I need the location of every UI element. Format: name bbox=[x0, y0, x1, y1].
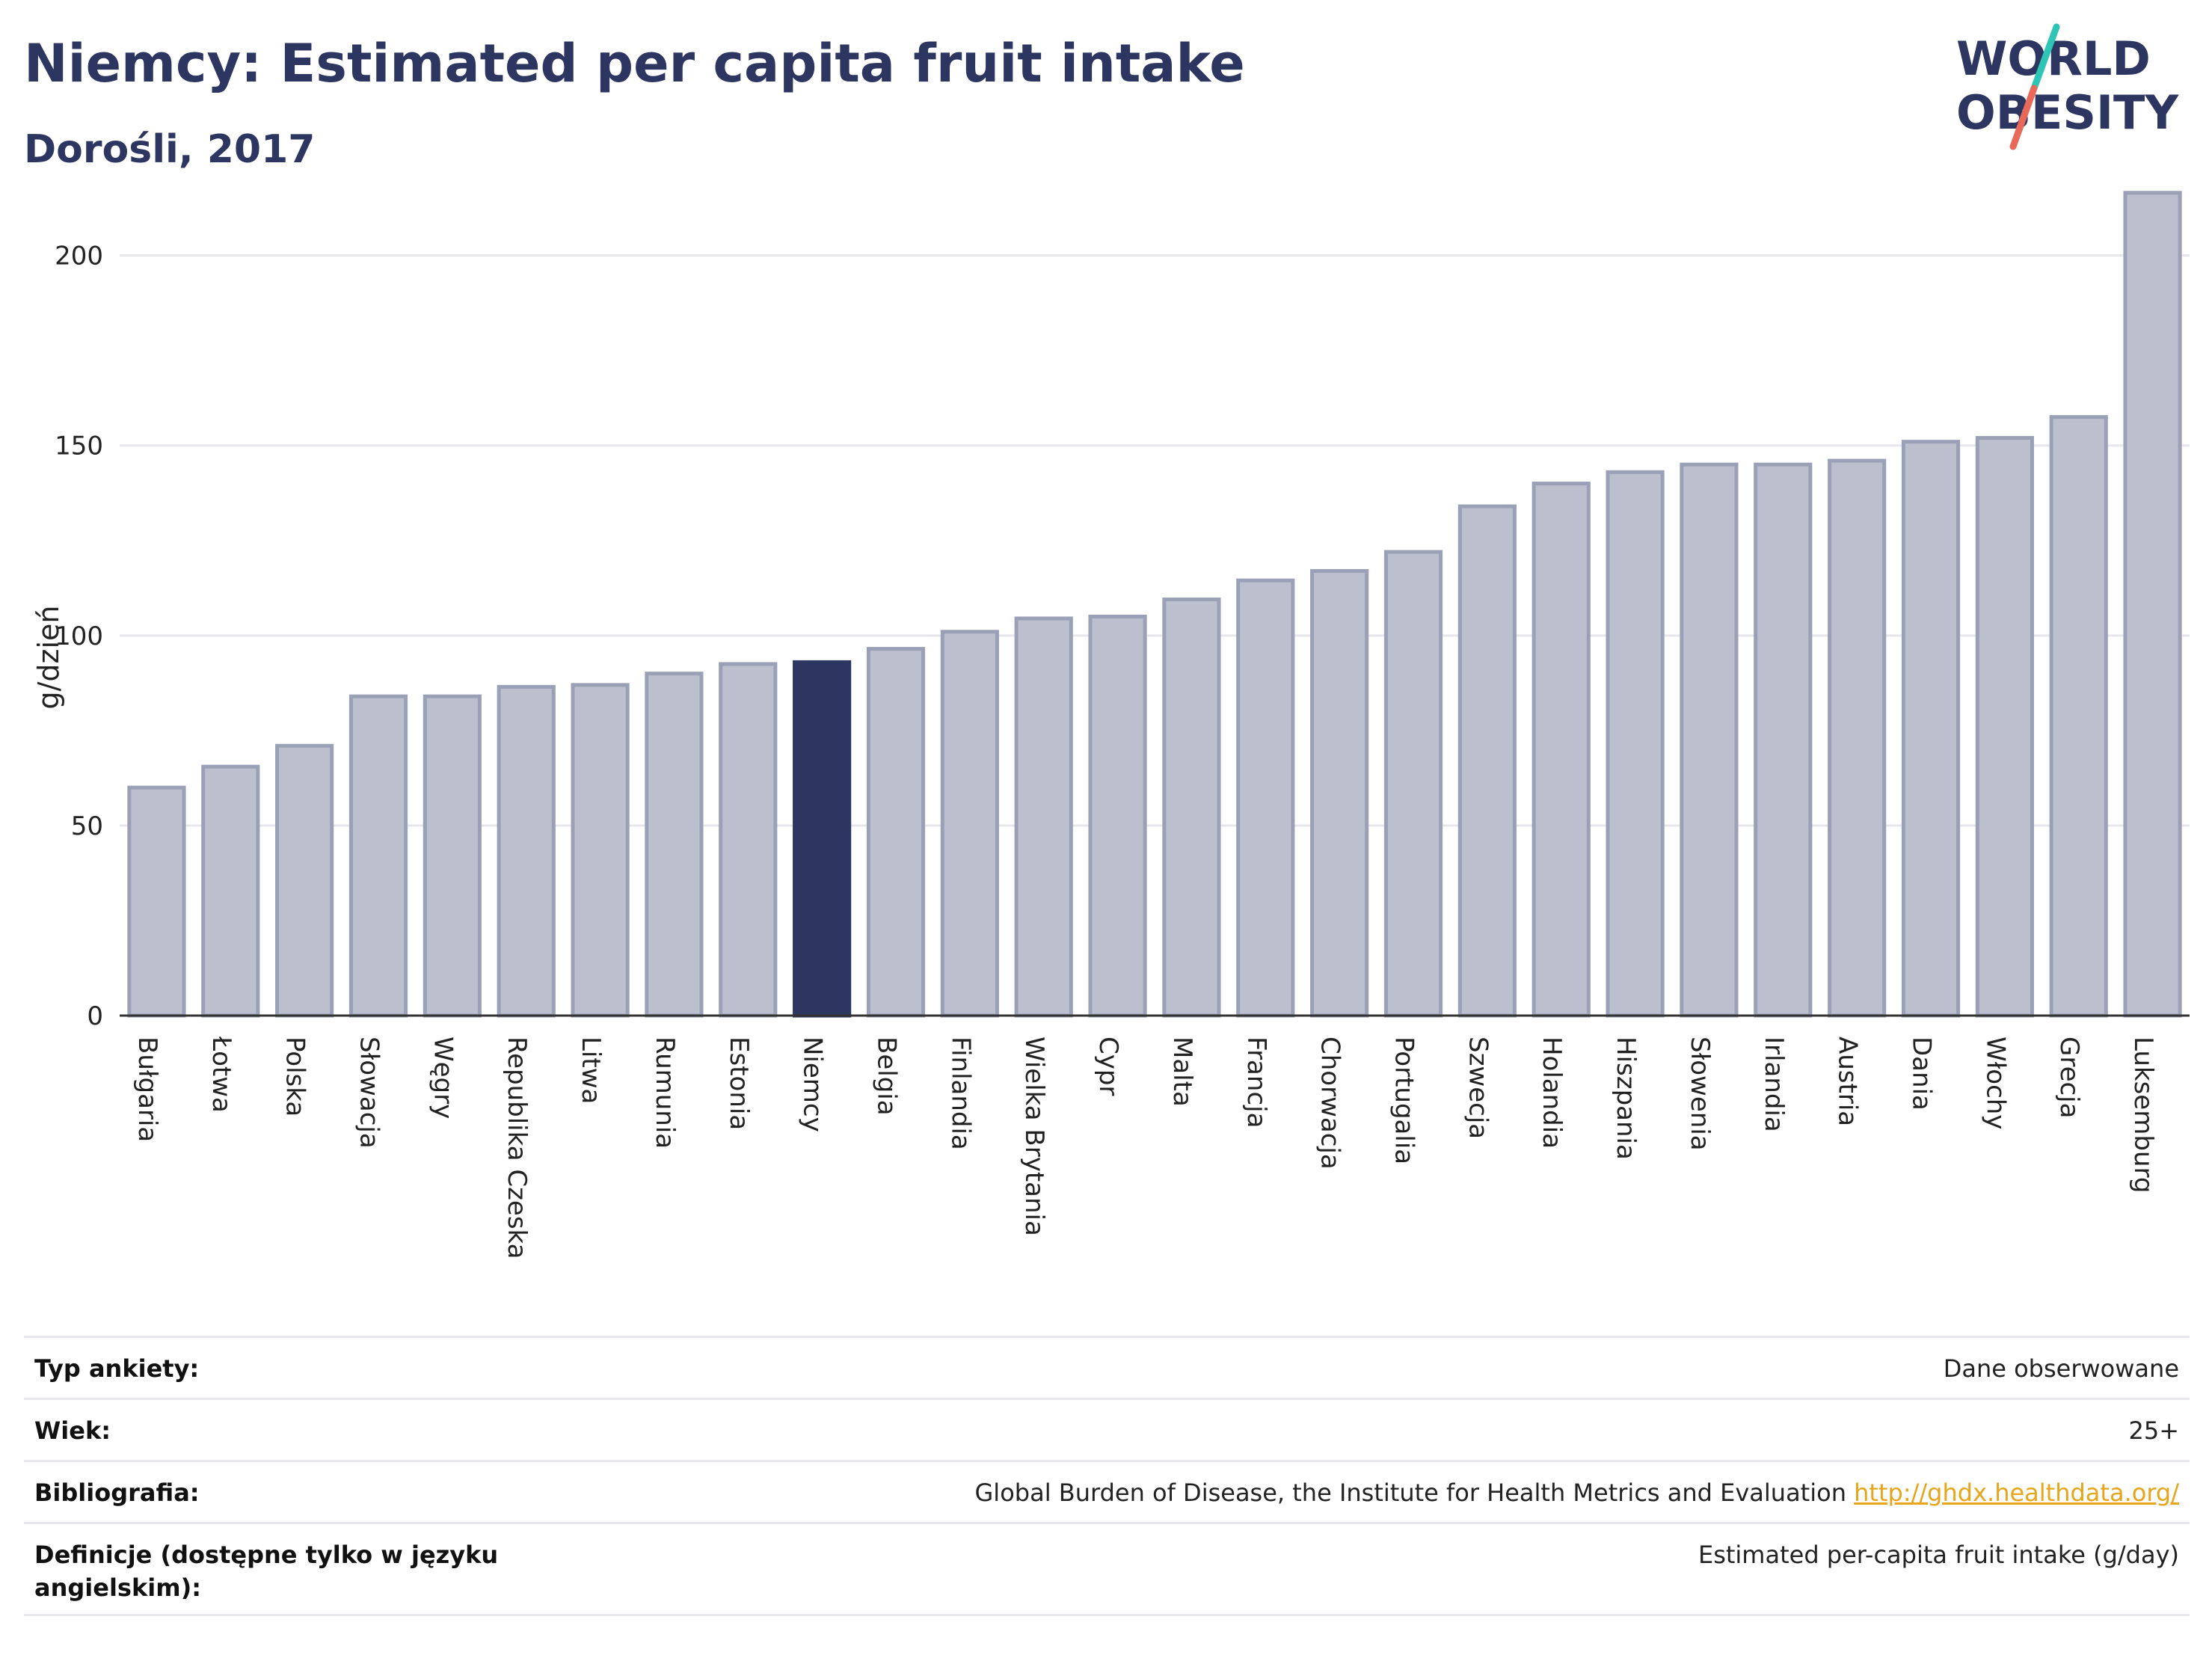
y-tick-label: 200 bbox=[55, 242, 103, 271]
bar bbox=[1754, 462, 1813, 1018]
info-label: Bibliografia: bbox=[34, 1479, 200, 1507]
y-tick-label: 50 bbox=[71, 811, 103, 841]
bar bbox=[1457, 504, 1517, 1018]
bar bbox=[793, 660, 852, 1018]
bar bbox=[201, 764, 260, 1018]
bar bbox=[1236, 578, 1295, 1018]
x-tick-label: Słowacja bbox=[354, 1037, 384, 1149]
x-tick-label: Republika Czeska bbox=[502, 1037, 532, 1259]
logo-slash-teal bbox=[2030, 23, 2060, 92]
x-tick-label: Cypr bbox=[1093, 1037, 1123, 1096]
x-tick-label: Łotwa bbox=[206, 1036, 236, 1113]
info-value: Dane obserwowane bbox=[1943, 1354, 2179, 1383]
bibliography-text: Global Burden of Disease, the Institute … bbox=[974, 1479, 1846, 1507]
x-tick-label: Litwa bbox=[576, 1037, 606, 1104]
x-tick-label: Polska bbox=[280, 1037, 310, 1117]
x-tick-label: Słowenia bbox=[1685, 1037, 1715, 1151]
bar bbox=[866, 647, 926, 1018]
info-row-survey-type: Typ ankiety: Dane obserwowane bbox=[24, 1336, 2190, 1398]
bar-chart: 0 50 100 150 200 g/dzień Bułgaria Łotwa Polska Sł… bbox=[32, 191, 2190, 1259]
bar bbox=[1680, 462, 1739, 1018]
bar bbox=[645, 672, 704, 1018]
info-value: Global Burden of Disease, the Institute … bbox=[975, 1476, 2180, 1509]
x-tick-label: Rumunia bbox=[650, 1037, 680, 1149]
x-tick-label: Austria bbox=[1833, 1037, 1863, 1126]
x-tick-label: Szwecja bbox=[1463, 1037, 1493, 1139]
x-tick-label: Dania bbox=[1907, 1037, 1937, 1111]
x-tick-label: Bułgaria bbox=[132, 1037, 162, 1142]
world-obesity-logo: WORLD OBESITY bbox=[1956, 23, 2179, 150]
x-tick-label: Finlandia bbox=[945, 1037, 975, 1150]
y-axis-label: g/dzień bbox=[32, 605, 65, 709]
bar bbox=[1310, 568, 1369, 1018]
x-tick-label: Grecja bbox=[2054, 1037, 2084, 1118]
bar bbox=[127, 785, 186, 1018]
bar bbox=[940, 630, 999, 1018]
info-row-age: Wiek: 25+ bbox=[24, 1398, 2190, 1460]
bar bbox=[571, 683, 630, 1018]
bibliography-link[interactable]: http://ghdx.healthdata.org/ bbox=[1854, 1479, 2179, 1507]
x-tick-label: Chorwacja bbox=[1315, 1037, 1345, 1170]
info-table: Typ ankiety: Dane obserwowane Wiek: 25+ … bbox=[24, 1336, 2190, 1616]
x-tick-label: Irlandia bbox=[1759, 1037, 1789, 1132]
bar bbox=[2049, 415, 2108, 1018]
bar bbox=[719, 662, 778, 1018]
x-tick-label: Włochy bbox=[1980, 1037, 2010, 1129]
x-tick-label: Estonia bbox=[724, 1037, 754, 1130]
bar bbox=[1975, 436, 2034, 1018]
y-tick-label: 150 bbox=[55, 432, 103, 461]
bar bbox=[1088, 614, 1147, 1018]
bar bbox=[348, 694, 408, 1018]
bar bbox=[1383, 550, 1443, 1018]
bar bbox=[275, 743, 334, 1018]
info-label: Definicje (dostępne tylko w języku angie… bbox=[34, 1541, 499, 1602]
x-tick-label: Wielka Brytania bbox=[1019, 1037, 1049, 1236]
bar bbox=[1531, 482, 1591, 1018]
x-tick-label: Luksemburg bbox=[2128, 1037, 2158, 1193]
bar bbox=[1162, 598, 1221, 1018]
info-label: Typ ankiety: bbox=[34, 1354, 200, 1383]
info-value: 25+ bbox=[2128, 1416, 2179, 1445]
chart-title: Niemcy: Estimated per capita fruit intak… bbox=[24, 33, 1245, 94]
info-row-bibliography: Bibliografia: Global Burden of Disease, … bbox=[24, 1460, 2190, 1522]
y-tick-label: 0 bbox=[87, 1001, 103, 1031]
info-row-definitions: Definicje (dostępne tylko w języku angie… bbox=[24, 1522, 2190, 1616]
bar bbox=[423, 694, 482, 1018]
logo-line-2: OBESITY bbox=[1956, 85, 2179, 140]
bar bbox=[497, 684, 556, 1018]
bar bbox=[2123, 191, 2182, 1018]
x-tick-label: Belgia bbox=[872, 1037, 902, 1116]
bar bbox=[1828, 458, 1887, 1018]
x-tick-label: Niemcy bbox=[798, 1037, 828, 1132]
info-value: Estimated per-capita fruit intake (g/day… bbox=[1698, 1541, 2179, 1569]
chart-subtitle: Dorośli, 2017 bbox=[24, 127, 316, 172]
x-tick-label: Malta bbox=[1167, 1037, 1197, 1107]
bar bbox=[1014, 616, 1073, 1018]
x-tick-label: Francja bbox=[1241, 1037, 1271, 1128]
bar bbox=[1606, 470, 1665, 1018]
x-tick-label: Węgry bbox=[428, 1037, 458, 1119]
bar bbox=[1901, 440, 1961, 1018]
x-tick-label: Hiszpania bbox=[1611, 1037, 1641, 1160]
info-label: Wiek: bbox=[34, 1416, 111, 1445]
y-tick-label: 100 bbox=[55, 621, 103, 651]
logo-slash-red bbox=[2009, 85, 2038, 150]
x-tick-label: Holandia bbox=[1537, 1037, 1567, 1149]
x-tick-label: Portugalia bbox=[1389, 1037, 1419, 1164]
